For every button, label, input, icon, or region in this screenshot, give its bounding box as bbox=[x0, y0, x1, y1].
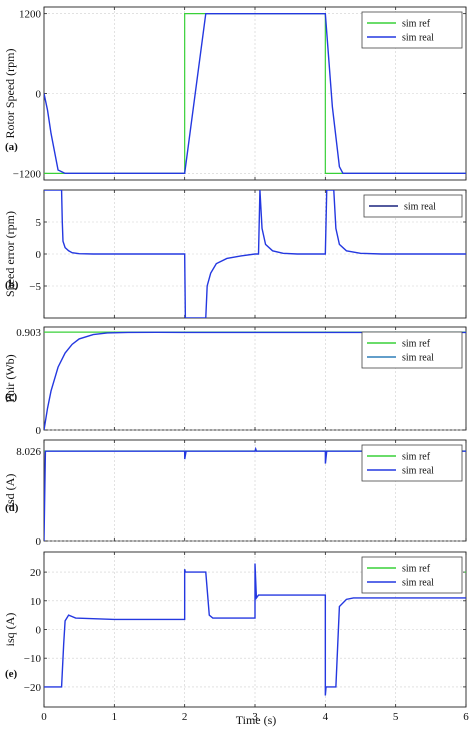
series-sim-real bbox=[44, 446, 466, 541]
y-tick-label: 10 bbox=[30, 596, 42, 608]
legend-box bbox=[361, 11, 463, 49]
panel-label: (a) bbox=[5, 141, 18, 153]
x-tick-label: 1 bbox=[112, 711, 118, 723]
legend: sim real bbox=[363, 194, 463, 218]
x-tick-label: 6 bbox=[463, 711, 469, 723]
legend: sim ref sim real bbox=[361, 556, 463, 594]
legend: sim ref sim real bbox=[361, 331, 463, 369]
y-axis-title: Speed error (rpm) bbox=[3, 211, 17, 297]
series-sim-real bbox=[44, 12, 466, 175]
x-tick-label: 2 bbox=[182, 711, 188, 723]
legend-entry: sim real bbox=[404, 202, 436, 213]
panel-label: (d) bbox=[5, 502, 19, 514]
series-sim-real bbox=[44, 331, 466, 430]
panel-5: 20 10 0 −10 −20 isq (A) (e) sim ref sim real bbox=[3, 551, 467, 708]
legend-entry: sim real bbox=[402, 578, 434, 589]
legend-entry: sim real bbox=[402, 33, 434, 44]
y-tick-label: 0 bbox=[36, 89, 42, 101]
legend-entry: sim real bbox=[402, 466, 434, 477]
series-sim-real bbox=[44, 563, 466, 696]
y-tick-label: −5 bbox=[29, 281, 41, 293]
x-tick-label: 0 bbox=[41, 711, 47, 723]
y-axis-title: Phir (Wb) bbox=[3, 354, 17, 402]
x-tick-label: 4 bbox=[323, 711, 329, 723]
panel-4: 8.026 0 isd (A)(d) sim ref sim real bbox=[3, 439, 467, 548]
panel-2: 5 0 −5 Speed error (rpm)(b) sim real bbox=[3, 189, 467, 319]
x-tick-label: 5 bbox=[393, 711, 399, 723]
panel-label: (c) bbox=[5, 391, 18, 403]
y-tick-label: 0 bbox=[36, 536, 42, 548]
y-tick-label: 1200 bbox=[19, 9, 42, 21]
legend-entry: sim real bbox=[402, 353, 434, 364]
series-sim-real bbox=[44, 190, 466, 318]
y-tick-label: 0 bbox=[36, 425, 42, 437]
y-tick-label: 0 bbox=[36, 249, 42, 261]
y-tick-label: −1200 bbox=[13, 168, 42, 180]
y-axis-title: isq (A) bbox=[3, 613, 17, 647]
legend-entry: sim ref bbox=[402, 339, 431, 350]
x-axis-title: Time (s) bbox=[236, 713, 277, 727]
legend-box bbox=[361, 556, 463, 594]
panel-3: 0.903 0 Phir (Wb)(c) sim ref sim real bbox=[3, 326, 467, 437]
y-tick-label: −10 bbox=[24, 653, 42, 665]
legend-entry: sim ref bbox=[402, 564, 431, 575]
panel-label: (e) bbox=[5, 668, 18, 680]
y-axis-title: Rotor Speed (rpm) bbox=[3, 49, 17, 139]
y-tick-label: 8.026 bbox=[16, 446, 41, 458]
legend-box bbox=[363, 194, 463, 218]
y-tick-label: 20 bbox=[30, 567, 42, 579]
y-tick-label: 0.903 bbox=[16, 327, 41, 339]
legend-box bbox=[361, 444, 463, 482]
legend-entry: sim ref bbox=[402, 452, 431, 463]
legend-box bbox=[361, 331, 463, 369]
legend: sim ref sim real bbox=[361, 444, 463, 482]
legend: sim ref sim real bbox=[361, 11, 463, 49]
y-tick-label: 5 bbox=[36, 217, 42, 229]
y-axis-title: isd (A) bbox=[3, 474, 17, 508]
y-tick-label: −20 bbox=[24, 682, 42, 694]
x-tick-label: 3 bbox=[252, 711, 258, 723]
y-tick-label: 0 bbox=[36, 625, 42, 637]
panel-label: (b) bbox=[5, 279, 19, 291]
legend-entry: sim ref bbox=[402, 19, 431, 30]
